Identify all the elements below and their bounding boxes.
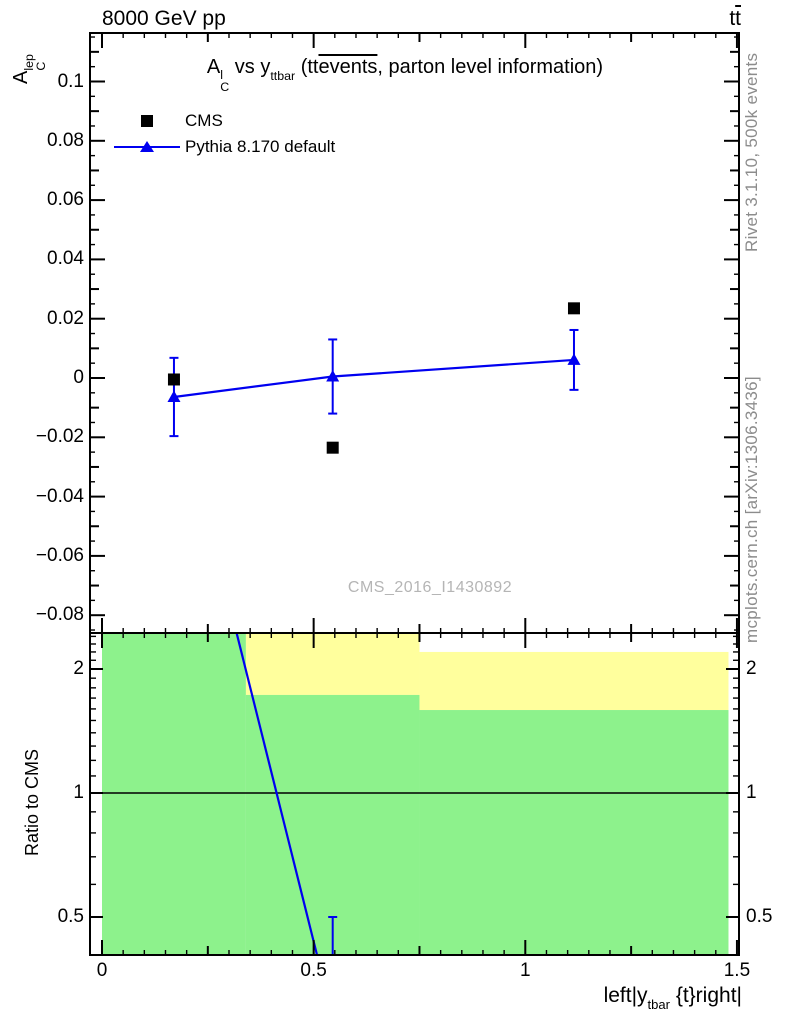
main-y-tick-label: 0 — [73, 367, 84, 388]
process-t: t — [729, 7, 736, 30]
rivet-version-label: Rivet 3.1.10, 500k events — [742, 52, 761, 252]
x-tick-label: 0 — [96, 960, 108, 981]
cms-data-point-square — [567, 302, 580, 315]
ratio-green-band — [245, 694, 420, 955]
mcplots-reference-label: mcplots.cern.ch [arXiv:1306.3436] — [742, 376, 761, 643]
y-axis-symbol-scripts: lep C — [22, 54, 48, 71]
ratio-green-band — [102, 633, 246, 955]
title-paren-prefix: (tt — [295, 56, 319, 78]
mc-data-point-triangle — [167, 390, 181, 402]
ratio-y-tick-label-left: 1 — [73, 782, 84, 803]
x-tick-label: 1 — [520, 960, 531, 981]
mc-data-point-triangle — [567, 353, 581, 365]
watermark-analysis-id: CMS_2016_I1430892 — [347, 579, 513, 596]
cms-data-point-square — [326, 441, 339, 454]
main-y-tick-label: −0.02 — [35, 426, 84, 448]
ratio-y-tick-label-left: 0.5 — [57, 906, 84, 927]
ratio-yellow-band — [245, 633, 420, 695]
title-symbol: A — [206, 56, 221, 78]
legend-item-pythia: Pythia 8.170 default — [185, 137, 336, 156]
x-tick-label: 1.5 — [723, 960, 751, 981]
y-axis-subscript: C — [33, 61, 48, 71]
title-paren-close: , parton level information) — [377, 56, 604, 78]
mc-prediction-line — [173, 358, 575, 399]
title-overline-text: events — [318, 56, 378, 78]
x-axis-title: left|ytbar {t}right| — [604, 984, 742, 1012]
x-axis-title-suffix: {t}right| — [669, 984, 742, 1007]
main-y-tick-label: 0.06 — [47, 189, 84, 211]
title-yvar-subscript: ttbar — [270, 68, 296, 83]
title-subscript: C — [220, 79, 230, 94]
pythia-triangle-marker-icon — [140, 141, 154, 152]
main-y-tick-label: 0.08 — [47, 129, 84, 151]
main-y-tick-label: 0.1 — [57, 70, 84, 92]
main-y-tick-label: −0.06 — [35, 544, 84, 566]
process-label: tt — [729, 7, 741, 31]
x-axis-title-prefix: left|y — [603, 984, 648, 1007]
main-y-tick-label: −0.04 — [35, 485, 84, 507]
title-superscript: l — [220, 68, 224, 83]
ratio-y-tick-label-left: 2 — [73, 658, 84, 679]
ratio-y-tick-label-right: 1 — [746, 782, 757, 803]
ratio-mc-line — [235, 632, 319, 956]
ratio-y-tick-label-right: 0.5 — [746, 906, 773, 927]
x-axis-title-subscript: tbar — [647, 997, 670, 1013]
x-tick-label: 0.5 — [300, 960, 327, 981]
main-y-tick-label: 0.02 — [47, 307, 84, 329]
process-tbar: t — [735, 7, 741, 30]
cms-square-marker-icon — [141, 115, 153, 127]
beam-energy-label: 8000 GeV pp — [102, 7, 226, 30]
cms-data-point-square — [167, 373, 180, 386]
main-y-tick-label: 0.04 — [47, 248, 84, 270]
ratio-yellow-band — [419, 651, 729, 711]
ratio-y-tick-label-right: 2 — [746, 658, 757, 679]
title-yvar: y — [260, 56, 271, 78]
legend-item-cms: CMS — [185, 111, 223, 130]
main-y-tick-label: −0.08 — [35, 604, 84, 626]
title-vs: vs — [229, 56, 261, 78]
mc-data-point-triangle — [326, 370, 340, 382]
ratio-green-band — [419, 710, 729, 955]
